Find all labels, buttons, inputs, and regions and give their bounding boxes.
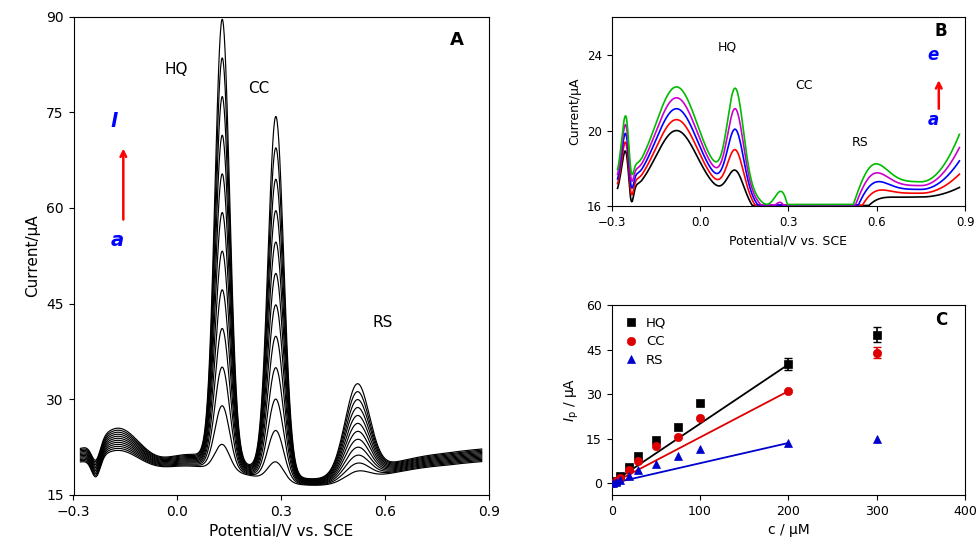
X-axis label: Potential/V vs. SCE: Potential/V vs. SCE (729, 235, 848, 248)
RS (611, 479, 622, 485)
HQ (672, 423, 684, 430)
Text: l: l (111, 112, 118, 131)
Text: a: a (928, 111, 939, 129)
Text: HQ: HQ (165, 62, 188, 77)
CC (672, 434, 684, 440)
RS (694, 445, 706, 452)
Text: HQ: HQ (717, 41, 737, 54)
CC (871, 349, 883, 356)
CC (783, 388, 795, 394)
Line: CC: CC (610, 349, 881, 487)
X-axis label: c / μM: c / μM (767, 523, 809, 537)
RS (623, 472, 635, 479)
HQ (608, 479, 619, 486)
CC (608, 479, 619, 486)
RS (632, 466, 644, 473)
HQ (871, 331, 883, 338)
HQ (632, 453, 644, 460)
RS (608, 479, 619, 486)
X-axis label: Potential/V vs. SCE: Potential/V vs. SCE (209, 524, 353, 539)
Text: C: C (935, 311, 948, 329)
HQ (611, 477, 622, 484)
HQ (783, 361, 795, 368)
Text: a: a (111, 231, 124, 250)
RS (672, 453, 684, 460)
CC (614, 474, 626, 481)
Text: e: e (928, 46, 939, 64)
HQ (694, 400, 706, 406)
RS (871, 435, 883, 442)
CC (623, 466, 635, 473)
RS (650, 460, 662, 467)
Text: RS: RS (372, 315, 393, 330)
Y-axis label: Current/μA: Current/μA (568, 78, 581, 145)
Line: HQ: HQ (610, 331, 881, 486)
Legend: HQ, CC, RS: HQ, CC, RS (618, 312, 671, 372)
Text: RS: RS (853, 136, 869, 148)
HQ (623, 463, 635, 470)
Text: CC: CC (248, 81, 270, 96)
HQ (650, 436, 662, 443)
HQ (614, 472, 626, 479)
CC (632, 458, 644, 464)
Text: CC: CC (796, 79, 813, 92)
Text: A: A (450, 31, 464, 49)
CC (694, 414, 706, 421)
CC (611, 478, 622, 485)
RS (783, 440, 795, 446)
Y-axis label: Current/μA: Current/μA (25, 215, 40, 297)
Text: B: B (935, 22, 948, 41)
Line: RS: RS (610, 435, 881, 486)
CC (650, 443, 662, 449)
RS (614, 476, 626, 483)
Y-axis label: $I_\mathrm{p}$ / μA: $I_\mathrm{p}$ / μA (563, 378, 580, 422)
